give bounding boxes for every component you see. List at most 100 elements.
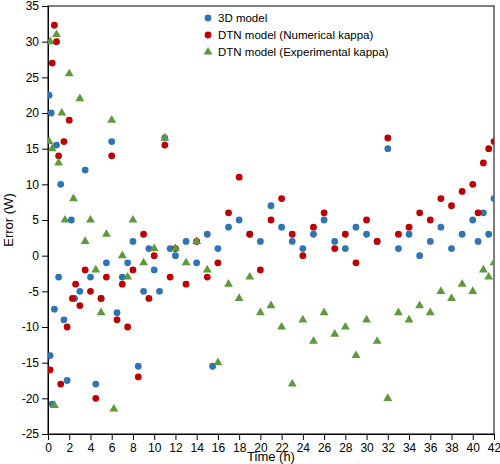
y-axis-title: Error (W) [1,193,16,246]
tick-label: 30 [26,35,40,49]
tick-label: 32 [382,441,396,455]
point [267,300,276,308]
legend-item: 3D model [205,12,268,24]
plot: 024681012141618202224262830323436384042-… [22,0,500,455]
tick-mark [133,434,134,440]
point [490,258,494,266]
point [479,265,488,273]
tick-mark [260,434,261,440]
point [98,295,105,302]
tick-mark [452,434,453,440]
tick-mark [324,434,325,440]
point [183,281,190,288]
point [289,231,296,238]
point [49,60,56,67]
tick-mark [409,434,410,440]
point [268,202,275,209]
legend-item: DTN model (Numerical kappa) [205,29,374,41]
point [257,267,264,274]
point [309,336,318,344]
point [161,142,168,149]
tick-label: 24 [297,441,311,455]
point [65,69,74,77]
point [61,316,68,323]
point [57,381,64,388]
y-axis: -25-20-15-10-505101520253035 [22,0,49,441]
tick-mark [48,434,49,440]
point [48,37,55,45]
tick-label: 15 [26,142,40,156]
point [353,259,360,266]
legend-label: DTN model (Experimental kappa) [218,46,389,58]
tick-label: 6 [109,441,116,455]
legend-item: DTN model (Experimental kappa) [204,46,389,58]
tick: 10 [148,434,162,455]
point [459,188,466,195]
point [92,395,99,402]
point [299,245,306,252]
tick-mark [42,327,48,328]
tick: 30 [360,434,374,455]
point [75,94,84,102]
tick: 26 [318,434,332,455]
tick: 28 [339,434,353,455]
point [353,224,360,231]
tick: 40 [467,434,481,455]
point [436,286,445,294]
point [310,224,317,231]
tick-label: 34 [403,441,417,455]
point [331,245,338,252]
point [278,195,285,202]
tick-mark [218,434,219,440]
point [426,308,435,316]
tick-label: 0 [32,249,39,263]
point [458,279,467,287]
point [246,231,253,238]
tick-label: -15 [22,356,40,370]
chart: 024681012141618202224262830323436384042-… [0,0,500,464]
tick-label: 18 [233,441,247,455]
tick: 15 [26,142,48,156]
point [204,231,211,238]
tick: 34 [403,434,417,455]
point [193,259,200,266]
tick-label: 30 [360,441,374,455]
point [485,145,492,152]
point [114,316,121,323]
tick-label: 4 [88,441,95,455]
tick-label: -20 [22,392,40,406]
point [384,135,391,142]
point [484,272,493,280]
series [48,22,494,402]
point [480,160,487,167]
tick-label: 8 [130,441,137,455]
point [235,293,244,301]
point [151,252,158,259]
point [363,217,370,224]
point [123,272,132,280]
point [459,231,466,238]
tick-mark [42,363,48,364]
tick-mark [42,398,48,399]
point [475,238,482,245]
point [140,231,147,238]
point [102,229,111,237]
point [416,209,423,216]
tick: 2 [66,434,73,455]
tick-mark [175,434,176,440]
tick-label: 2 [66,441,73,455]
point [310,231,317,238]
point [82,167,89,174]
tick-mark [367,434,368,440]
point [86,215,95,223]
legend-marker [205,15,212,22]
point [438,195,445,202]
point [245,272,254,280]
point [469,181,476,188]
tick: 32 [382,434,396,455]
point [246,231,253,238]
tick: -20 [22,392,48,406]
point [103,259,110,266]
legend-marker [205,32,212,39]
point [203,265,212,273]
